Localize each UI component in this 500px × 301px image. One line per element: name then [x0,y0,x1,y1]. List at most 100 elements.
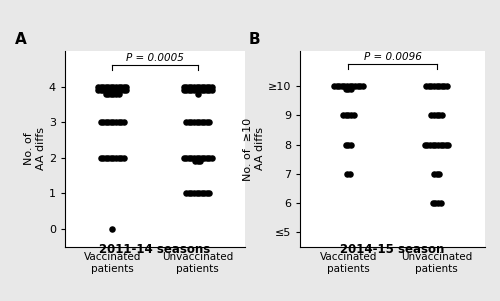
Point [439,142,447,147]
Point [432,84,440,88]
Point [356,84,364,88]
Point [440,84,448,88]
Point [117,88,125,92]
Point [442,142,450,147]
Point [188,120,196,125]
Point [195,120,203,125]
Point [200,84,208,89]
Point [206,84,214,89]
Point [344,113,352,118]
Point [430,113,438,118]
Point [342,87,350,92]
Point [110,91,118,96]
Point [120,84,128,89]
Point [342,113,350,118]
Point [438,113,446,118]
Point [107,120,115,125]
Point [206,120,214,125]
Point [112,88,120,92]
Point [332,84,340,88]
Point [104,156,112,160]
Point [338,84,346,88]
Point [108,227,116,231]
Point [206,191,214,196]
Point [102,156,110,160]
Point [340,84,348,88]
Point [107,156,115,160]
Point [194,91,202,96]
Point [203,120,211,125]
Point [120,156,128,160]
Point [430,171,438,176]
Point [347,113,355,118]
Point [104,84,112,89]
Point [426,142,434,147]
Point [188,156,196,160]
Point [428,84,436,88]
Point [424,142,432,147]
Y-axis label: No. of  ≥10
AA diffs: No. of ≥10 AA diffs [243,117,265,181]
Point [185,191,193,196]
Point [432,113,440,118]
Point [198,88,205,92]
Point [192,84,200,89]
Point [114,156,122,160]
Point [422,84,430,88]
Point [200,191,208,196]
Point [206,156,214,160]
Point [347,142,355,147]
Point [198,120,205,125]
Point [180,88,188,92]
Point [200,156,208,160]
Point [342,142,350,147]
Point [443,84,451,88]
Point [351,84,359,88]
Point [110,156,118,160]
Point [330,84,338,88]
Point [110,88,118,92]
Point [434,200,442,205]
Point [435,84,443,88]
Point [117,156,125,160]
Point [112,91,120,96]
Point [208,84,216,89]
Point [424,84,432,88]
Point [428,200,436,205]
Point [96,84,104,89]
Point [107,91,115,96]
Point [432,171,440,176]
Point [185,120,193,125]
Text: B: B [248,32,260,47]
Point [185,156,193,160]
Point [192,159,200,164]
Text: P = 0.0096: P = 0.0096 [364,52,422,62]
Point [203,88,211,92]
Point [350,113,358,118]
Point [94,84,102,89]
Point [182,156,190,160]
Point [185,84,193,89]
Point [185,88,193,92]
Point [96,120,104,125]
Point [182,88,190,92]
Point [428,142,436,147]
Point [102,120,110,125]
Point [208,156,216,160]
Point [335,84,343,88]
Point [107,88,115,92]
Point [110,84,118,89]
Text: 2011-14 seasons: 2011-14 seasons [100,243,210,256]
Point [99,120,107,125]
Point [182,191,190,196]
Point [104,88,112,92]
Point [192,88,200,92]
Point [180,84,188,89]
Point [188,84,196,89]
Point [99,156,107,160]
Point [190,191,198,196]
Point [195,156,203,160]
Point [203,156,211,160]
Point [346,171,354,176]
Point [348,84,356,88]
Point [206,88,214,92]
